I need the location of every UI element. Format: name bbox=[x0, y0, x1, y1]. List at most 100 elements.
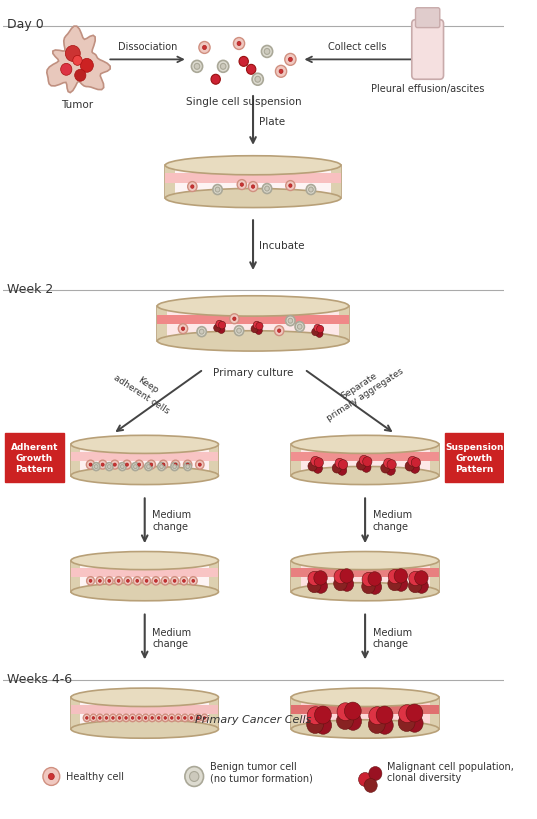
Circle shape bbox=[314, 571, 327, 586]
Text: Dissociation: Dissociation bbox=[118, 43, 177, 52]
Circle shape bbox=[81, 59, 93, 73]
Bar bbox=[71, 705, 219, 714]
Circle shape bbox=[233, 318, 236, 321]
Circle shape bbox=[190, 577, 197, 586]
Circle shape bbox=[118, 717, 121, 719]
Circle shape bbox=[89, 580, 92, 582]
Ellipse shape bbox=[291, 552, 439, 570]
Circle shape bbox=[337, 466, 347, 476]
Circle shape bbox=[147, 460, 155, 469]
Circle shape bbox=[285, 54, 296, 66]
Circle shape bbox=[334, 570, 347, 584]
Circle shape bbox=[116, 714, 123, 722]
Ellipse shape bbox=[291, 467, 439, 485]
Circle shape bbox=[381, 464, 390, 473]
Circle shape bbox=[359, 456, 368, 466]
Circle shape bbox=[108, 580, 111, 582]
Circle shape bbox=[174, 464, 177, 467]
Bar bbox=[157, 315, 349, 325]
Circle shape bbox=[155, 714, 162, 722]
Circle shape bbox=[213, 185, 222, 195]
Circle shape bbox=[92, 463, 100, 471]
Circle shape bbox=[149, 714, 156, 722]
Circle shape bbox=[338, 460, 347, 470]
Circle shape bbox=[126, 464, 128, 467]
Circle shape bbox=[186, 465, 190, 469]
Circle shape bbox=[135, 714, 143, 722]
Bar bbox=[291, 445, 301, 476]
Circle shape bbox=[274, 326, 284, 337]
Ellipse shape bbox=[71, 688, 219, 707]
Circle shape bbox=[43, 767, 60, 785]
Circle shape bbox=[145, 580, 148, 582]
Bar bbox=[71, 453, 219, 461]
Circle shape bbox=[237, 180, 246, 190]
Text: Medium
change: Medium change bbox=[152, 627, 191, 649]
Circle shape bbox=[190, 771, 199, 781]
Circle shape bbox=[86, 577, 95, 586]
Circle shape bbox=[388, 577, 401, 591]
Circle shape bbox=[186, 464, 189, 467]
Circle shape bbox=[409, 572, 422, 586]
Circle shape bbox=[359, 772, 372, 786]
Circle shape bbox=[136, 580, 139, 582]
Circle shape bbox=[155, 580, 157, 582]
Circle shape bbox=[159, 460, 168, 469]
Circle shape bbox=[184, 717, 186, 719]
Circle shape bbox=[173, 580, 176, 582]
Circle shape bbox=[184, 460, 192, 469]
Circle shape bbox=[307, 716, 323, 734]
Bar bbox=[291, 698, 439, 729]
Circle shape bbox=[197, 717, 199, 719]
Circle shape bbox=[173, 465, 177, 469]
Circle shape bbox=[387, 460, 396, 470]
Circle shape bbox=[286, 316, 295, 326]
Text: Medium
change: Medium change bbox=[152, 509, 191, 532]
Circle shape bbox=[340, 569, 353, 583]
Circle shape bbox=[110, 714, 117, 722]
Circle shape bbox=[142, 714, 149, 722]
Circle shape bbox=[61, 64, 72, 76]
Circle shape bbox=[369, 767, 382, 781]
Circle shape bbox=[263, 184, 272, 194]
Circle shape bbox=[398, 705, 416, 722]
Circle shape bbox=[129, 714, 136, 722]
Circle shape bbox=[171, 577, 178, 586]
Circle shape bbox=[252, 75, 263, 86]
Circle shape bbox=[151, 717, 154, 719]
Circle shape bbox=[286, 181, 295, 192]
Circle shape bbox=[415, 579, 429, 594]
Circle shape bbox=[295, 323, 304, 333]
Ellipse shape bbox=[71, 552, 219, 570]
Bar bbox=[71, 445, 81, 476]
Circle shape bbox=[344, 702, 361, 720]
Circle shape bbox=[191, 186, 194, 189]
Circle shape bbox=[216, 321, 223, 328]
Circle shape bbox=[162, 714, 169, 722]
Circle shape bbox=[362, 580, 375, 594]
Circle shape bbox=[178, 324, 187, 334]
Bar bbox=[291, 561, 439, 592]
Circle shape bbox=[197, 328, 206, 337]
Circle shape bbox=[246, 66, 256, 75]
Circle shape bbox=[362, 572, 375, 587]
Circle shape bbox=[86, 460, 95, 469]
Circle shape bbox=[164, 580, 166, 582]
Circle shape bbox=[308, 579, 321, 593]
Circle shape bbox=[161, 577, 169, 586]
FancyBboxPatch shape bbox=[416, 9, 440, 29]
Circle shape bbox=[194, 64, 200, 70]
Bar bbox=[291, 705, 439, 714]
Circle shape bbox=[117, 580, 120, 582]
Text: Single cell suspension: Single cell suspension bbox=[186, 97, 301, 107]
Circle shape bbox=[366, 576, 379, 590]
Polygon shape bbox=[47, 27, 110, 93]
Circle shape bbox=[202, 47, 206, 51]
Circle shape bbox=[337, 703, 354, 721]
Circle shape bbox=[96, 714, 104, 722]
Ellipse shape bbox=[71, 720, 219, 738]
Circle shape bbox=[190, 717, 193, 719]
Circle shape bbox=[191, 61, 202, 73]
Text: Pleural effusion/ascites: Pleural effusion/ascites bbox=[371, 84, 484, 94]
Circle shape bbox=[368, 572, 381, 586]
